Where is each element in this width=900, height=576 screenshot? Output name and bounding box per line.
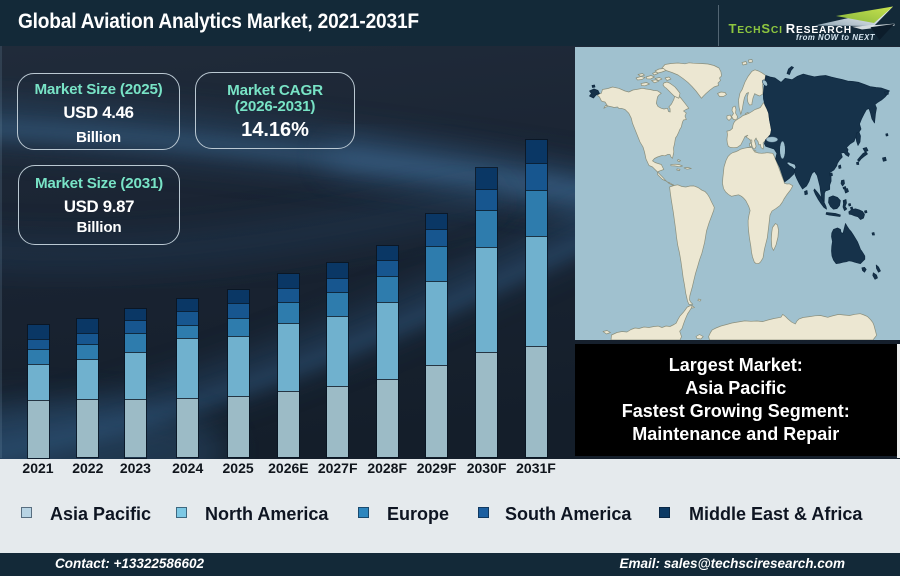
svg-text:from NOW to NEXT: from NOW to NEXT xyxy=(796,33,876,42)
